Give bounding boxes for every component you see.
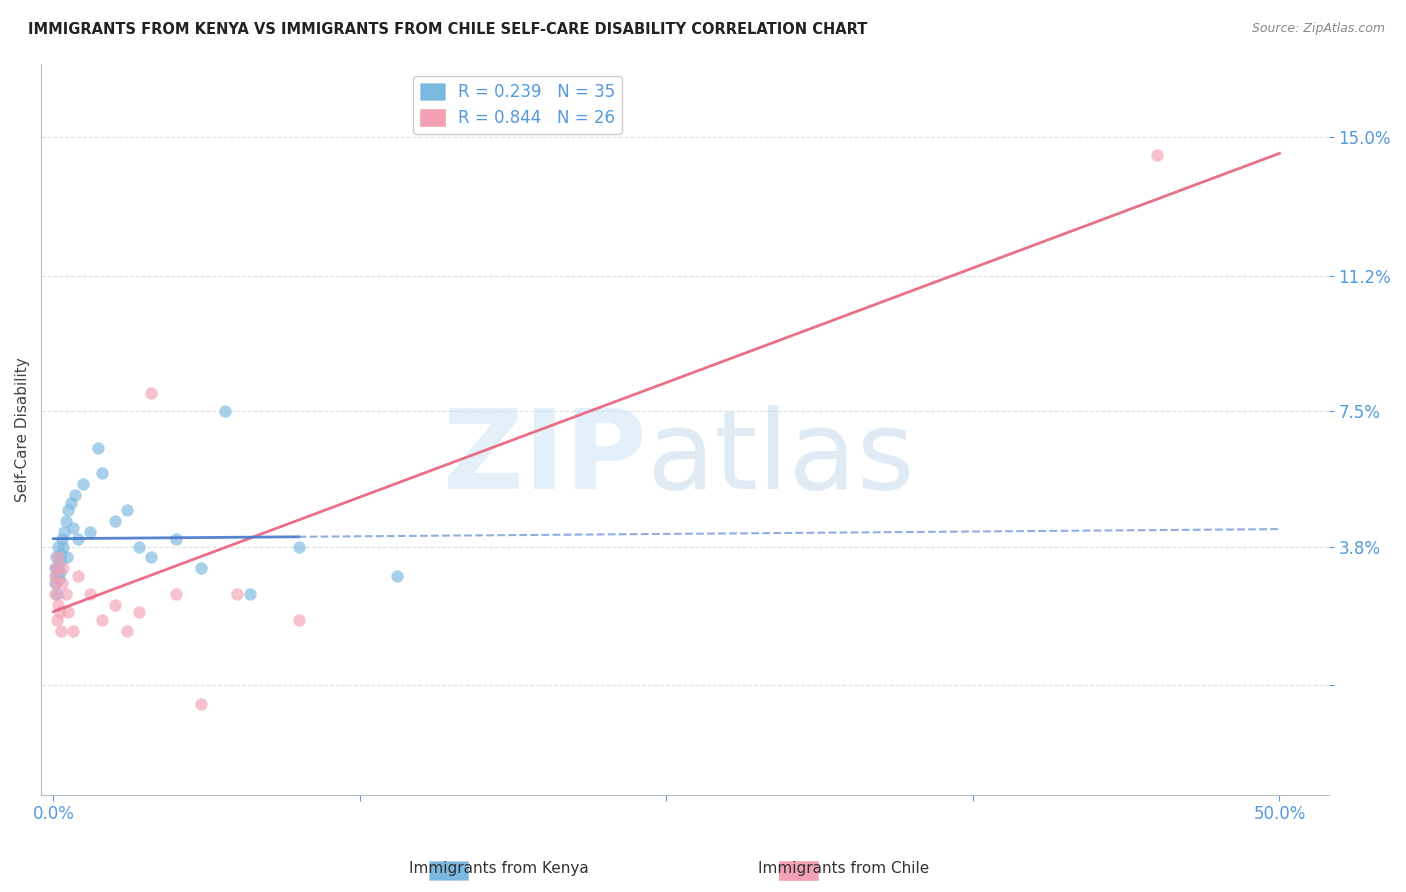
Point: [56, 550, 79, 565]
Point: [238, 587, 260, 601]
Point: [51, 576, 73, 591]
Text: Immigrants from Kenya: Immigrants from Kenya: [409, 861, 589, 876]
Point: [62, 624, 84, 638]
Point: [49, 547, 72, 561]
Point: [141, 550, 163, 565]
Point: [46, 587, 69, 601]
Point: [56, 503, 79, 517]
Point: [51, 532, 73, 546]
Text: ZIP: ZIP: [443, 405, 647, 512]
Point: [287, 613, 309, 627]
Point: [128, 540, 150, 554]
Point: [49, 624, 72, 638]
Point: [141, 386, 163, 401]
Point: [59, 496, 82, 510]
Point: [91, 467, 114, 481]
Point: [226, 587, 249, 601]
Point: [128, 605, 150, 619]
Point: [79, 524, 101, 539]
Point: [190, 697, 212, 711]
Point: [91, 613, 114, 627]
Text: Immigrants from Chile: Immigrants from Chile: [758, 861, 929, 876]
Point: [48, 554, 70, 568]
Point: [52, 540, 75, 554]
Point: [66, 568, 89, 582]
Point: [48, 573, 70, 587]
Legend: R = 0.239   N = 35, R = 0.844   N = 26: R = 0.239 N = 35, R = 0.844 N = 26: [413, 76, 621, 134]
Point: [65, 488, 87, 502]
Point: [44, 561, 66, 575]
Point: [45, 550, 67, 565]
Point: [86, 441, 108, 455]
Point: [45, 568, 67, 582]
Point: [115, 503, 138, 517]
Point: [66, 532, 89, 546]
Point: [104, 514, 127, 528]
Point: [115, 624, 138, 638]
Point: [55, 514, 77, 528]
Point: [46, 561, 69, 575]
Point: [46, 613, 69, 627]
Point: [45, 561, 67, 575]
Point: [214, 404, 236, 418]
Text: Source: ZipAtlas.com: Source: ZipAtlas.com: [1251, 22, 1385, 36]
Point: [287, 540, 309, 554]
Point: [55, 587, 77, 601]
Point: [1146, 148, 1168, 162]
Point: [46, 550, 69, 565]
Point: [46, 598, 69, 612]
Point: [45, 576, 67, 591]
Point: [79, 587, 101, 601]
Point: [190, 561, 212, 575]
Point: [52, 561, 75, 575]
Point: [48, 605, 70, 619]
Point: [44, 587, 66, 601]
Point: [165, 532, 187, 546]
Point: [385, 568, 408, 582]
Point: [46, 540, 69, 554]
Point: [72, 477, 94, 491]
Point: [53, 524, 76, 539]
Point: [62, 521, 84, 535]
Point: [104, 598, 127, 612]
Point: [56, 605, 79, 619]
Point: [49, 565, 72, 579]
Point: [44, 576, 66, 591]
Point: [165, 587, 187, 601]
Point: [44, 568, 66, 582]
Y-axis label: Self-Care Disability: Self-Care Disability: [15, 357, 30, 502]
Text: IMMIGRANTS FROM KENYA VS IMMIGRANTS FROM CHILE SELF-CARE DISABILITY CORRELATION : IMMIGRANTS FROM KENYA VS IMMIGRANTS FROM…: [28, 22, 868, 37]
Text: atlas: atlas: [647, 405, 915, 512]
